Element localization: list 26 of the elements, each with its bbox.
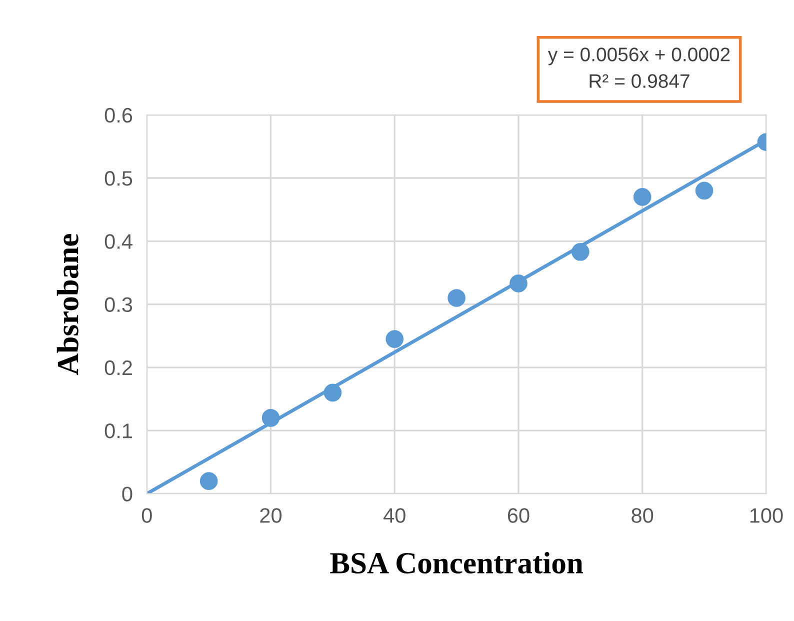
text: R² = 0.9847 (590, 74, 690, 88)
y-tick-label: 0 (122, 486, 132, 502)
point (633, 188, 652, 206)
point (510, 274, 528, 292)
x-tick-label: 20 (260, 508, 282, 523)
y-tick-label: 0.2 (104, 360, 132, 376)
x-tick-label: 40 (384, 508, 406, 523)
point (448, 289, 466, 307)
y-tick-label: 0.6 (104, 108, 132, 123)
y-tick-label: 0.3 (104, 297, 132, 312)
text: y = 0.0056x + 0.0002 (548, 48, 730, 66)
point (695, 182, 714, 200)
point (386, 330, 404, 348)
x-axis-title: BSA Concentration (330, 552, 583, 574)
x-tick-label: 100 (750, 508, 783, 523)
y-tick-label: 0.5 (104, 171, 132, 186)
point (200, 472, 218, 490)
y-tick-label: 0.1 (104, 424, 132, 438)
point (324, 384, 342, 402)
x-tick-label: 80 (632, 508, 654, 523)
point (572, 242, 590, 261)
point (262, 409, 280, 427)
x-tick-label: 60 (508, 508, 530, 523)
x-tick-label: 0 (142, 508, 152, 523)
y-axis-title: Absrobane (56, 234, 78, 376)
y-tick-label: 0.4 (104, 234, 132, 249)
